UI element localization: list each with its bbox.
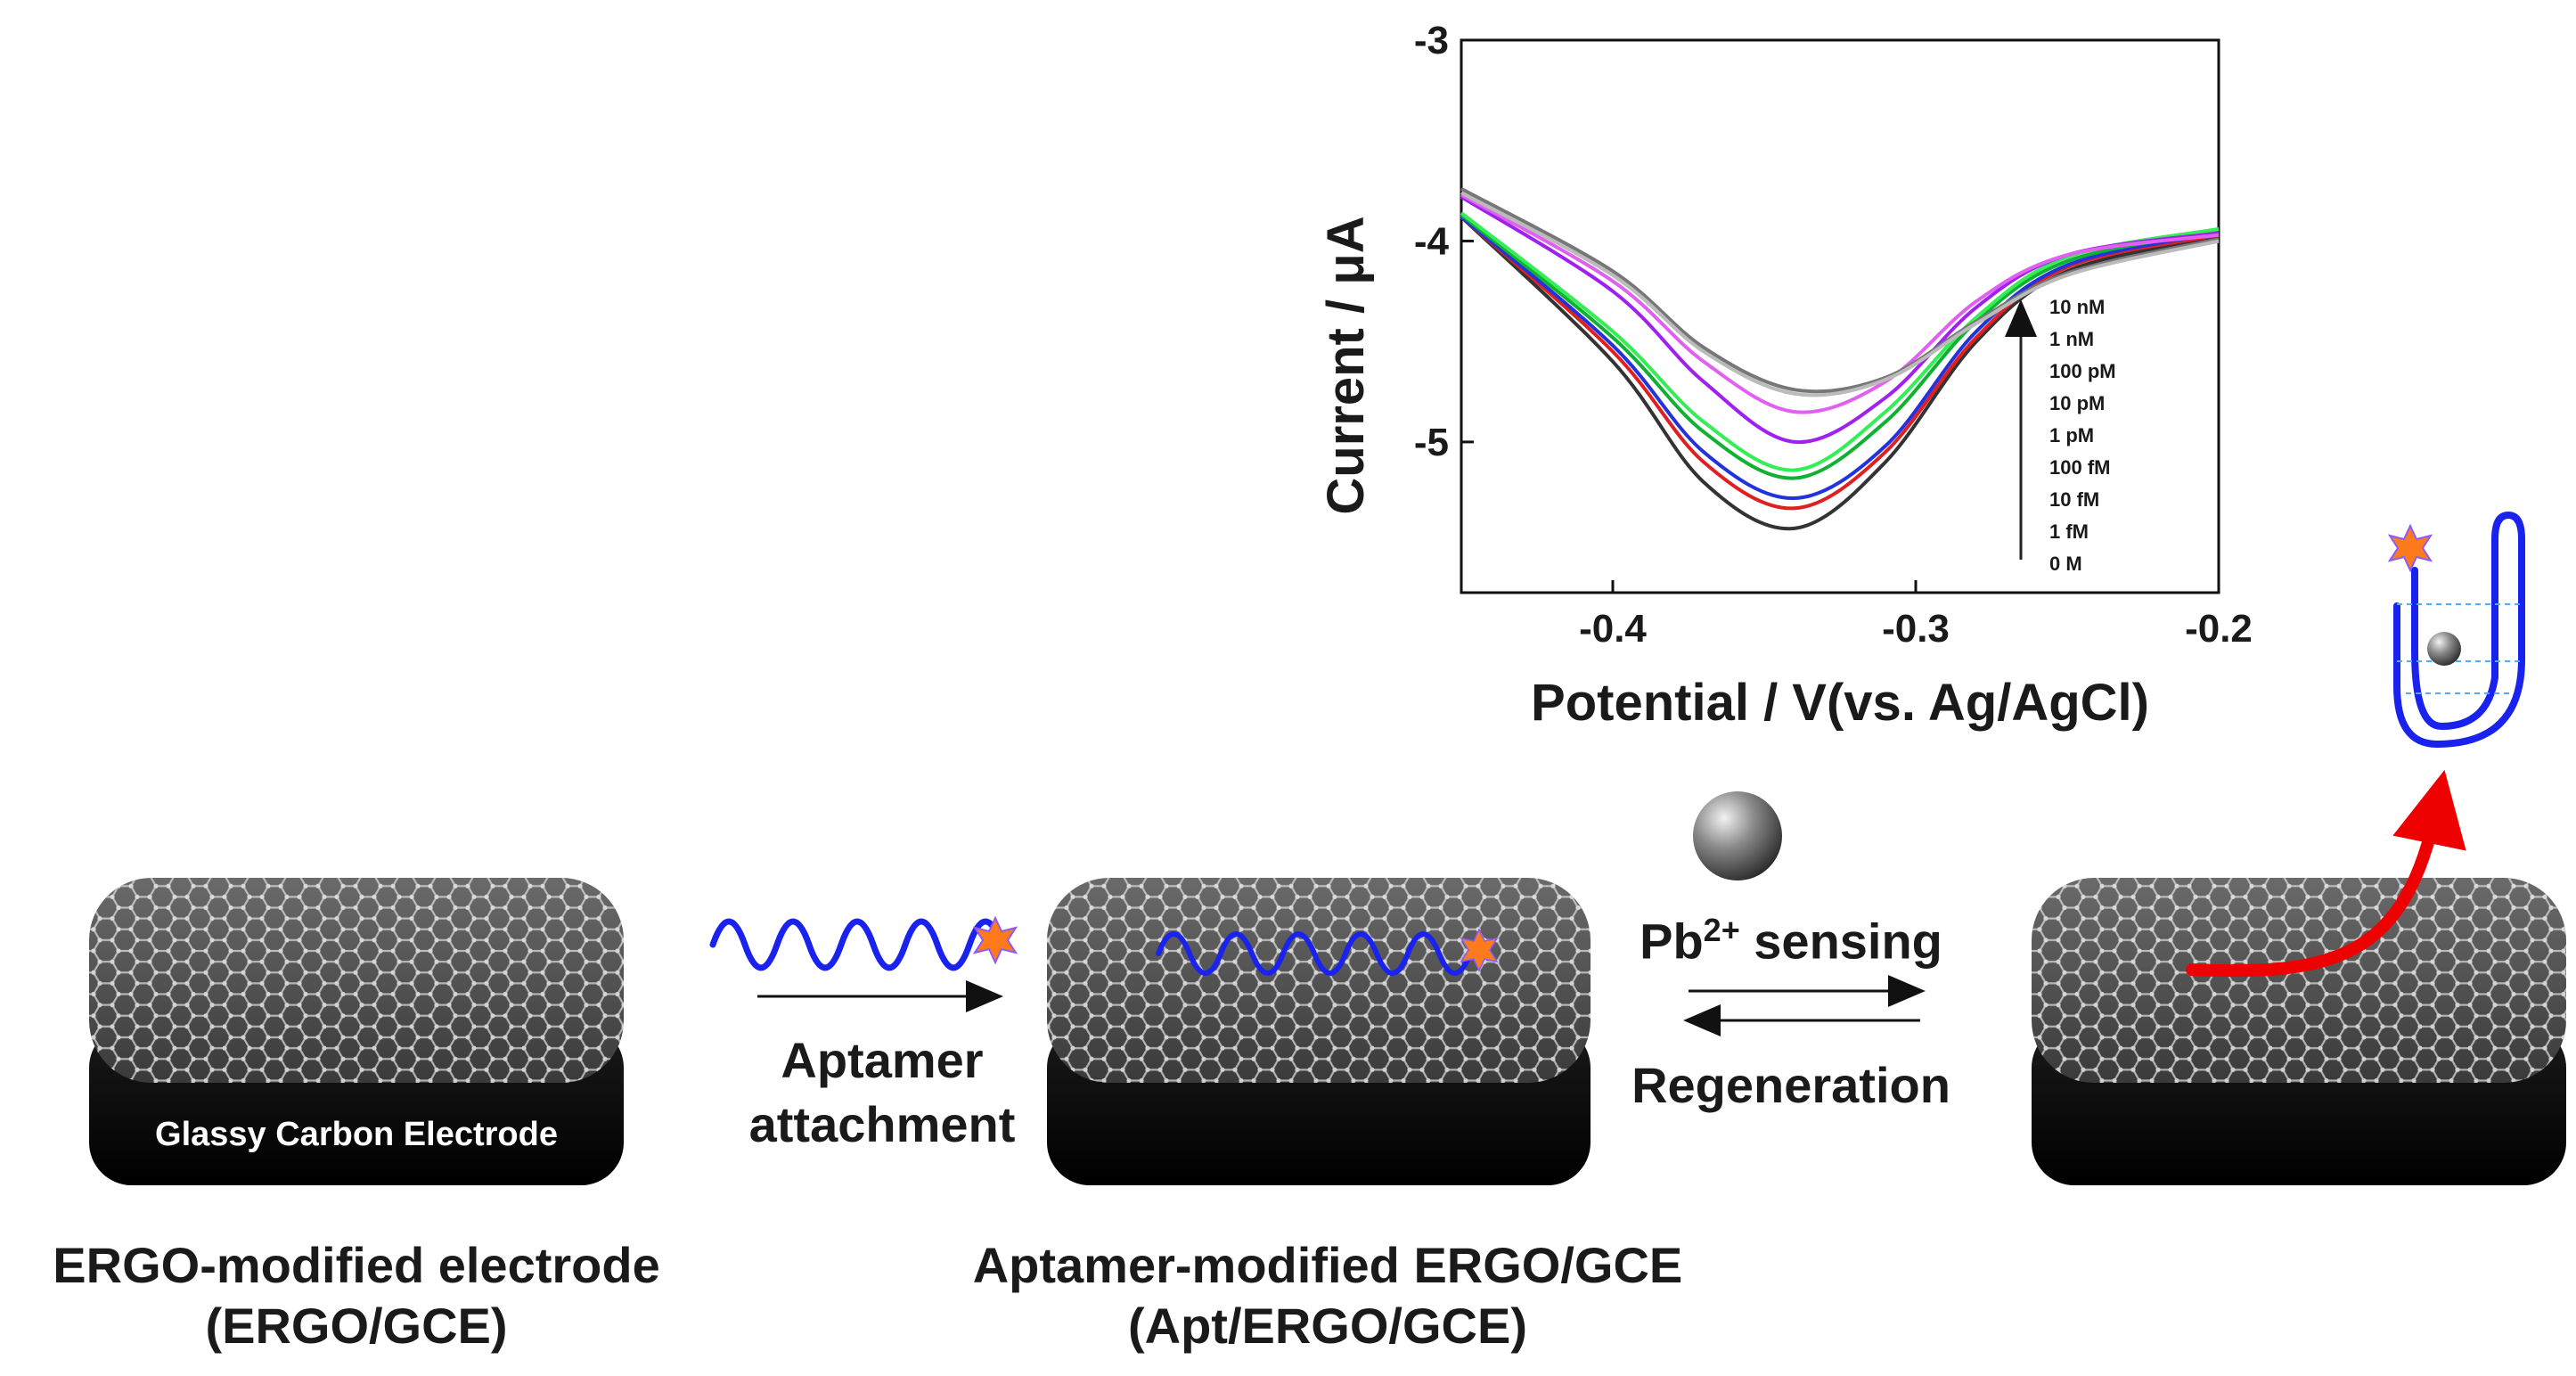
legend-label: 10 nM — [2049, 296, 2105, 318]
dpv-curve-8 — [1460, 187, 2220, 394]
dpv-curve-3 — [1460, 215, 2220, 501]
pb-sensing-label: Pb2+ sensing — [1604, 900, 1978, 972]
free-aptamer — [709, 918, 1005, 971]
caption-ergo-gce-line2: (ERGO/GCE) — [205, 1298, 508, 1354]
legend-label: 100 pM — [2049, 360, 2116, 382]
caption-apt-ergo-gce-line2: (Apt/ERGO/GCE) — [1128, 1298, 1527, 1354]
tick-layer: -0.4 -0.3 -0.2 -3 -4 -5 — [1414, 19, 2253, 651]
dpv-curve-7 — [1460, 192, 2220, 414]
legend-label: 1 pM — [2049, 424, 2094, 446]
step-aptamer-attachment-line2: attachment — [748, 1096, 1016, 1152]
pb-charge: 2+ — [1703, 912, 1740, 948]
dpv-curve-4 — [1460, 213, 2220, 480]
y-tick-label: -5 — [1414, 421, 1449, 464]
y-tick-label: -3 — [1414, 19, 1449, 62]
x-axis-label: Potential / V(vs. Ag/AgCl) — [1531, 674, 2149, 732]
redox-label-star — [1460, 928, 1499, 972]
electrode-label: Glassy Carbon Electrode — [155, 1116, 558, 1153]
legend-label: 1 fM — [2049, 520, 2089, 543]
electrode-ergo-gce — [89, 878, 624, 1185]
x-tick-label: -0.3 — [1882, 607, 1950, 651]
y-tick-label: -4 — [1414, 219, 1450, 263]
legend-label: 0 M — [2049, 553, 2082, 575]
graphene-lattice — [2032, 878, 2566, 1083]
concentration-legend: 10 nM 1 nM 100 pM 10 pM 1 pM 100 fM 10 f… — [2005, 296, 2116, 575]
hairpin-strand — [2393, 512, 2525, 748]
dpv-curve-2 — [1460, 215, 2220, 511]
pb-symbol: Pb — [1640, 913, 1704, 970]
legend-label: 100 fM — [2049, 456, 2110, 479]
redox-label-star — [972, 915, 1018, 965]
sensing-word: sensing — [1739, 913, 1942, 970]
legend-label: 1 nM — [2049, 328, 2094, 350]
electrode-apt-ergo-gce — [1047, 878, 1591, 1185]
series-layer — [1460, 187, 2220, 531]
pb-ion-sphere — [1693, 791, 1782, 880]
dpv-curve-5 — [1460, 211, 2220, 472]
graphene-lattice — [89, 878, 624, 1083]
step-aptamer-attachment-line1: Aptamer — [781, 1032, 984, 1088]
x-tick-label: -0.4 — [1579, 607, 1647, 651]
legend-label: 10 fM — [2049, 488, 2099, 511]
regeneration-label: Regeneration — [1631, 1057, 1950, 1113]
electrode-pb-bound — [2032, 878, 2566, 1185]
caption-ergo-gce-line1: ERGO-modified electrode — [53, 1237, 660, 1293]
dpv-curve-9 — [1460, 191, 2220, 397]
bound-pb-ion — [2427, 632, 2461, 666]
attached-aptamer — [1156, 931, 1473, 976]
dpv-chart: -0.4 -0.3 -0.2 -3 -4 -5 10 nM 1 nM 100 pM 10 … — [1317, 19, 2253, 732]
g-quadruplex-complex — [2387, 512, 2525, 748]
y-axis-label: Current / μA — [1317, 216, 1375, 514]
graphene-lattice — [1047, 878, 1591, 1083]
caption-apt-ergo-gce-line1: Aptamer-modified ERGO/GCE — [972, 1237, 1683, 1293]
redox-label-star — [2387, 523, 2433, 573]
release-arrow — [2186, 769, 2466, 978]
x-tick-label: -0.2 — [2185, 607, 2253, 651]
legend-label: 10 pM — [2049, 392, 2105, 414]
